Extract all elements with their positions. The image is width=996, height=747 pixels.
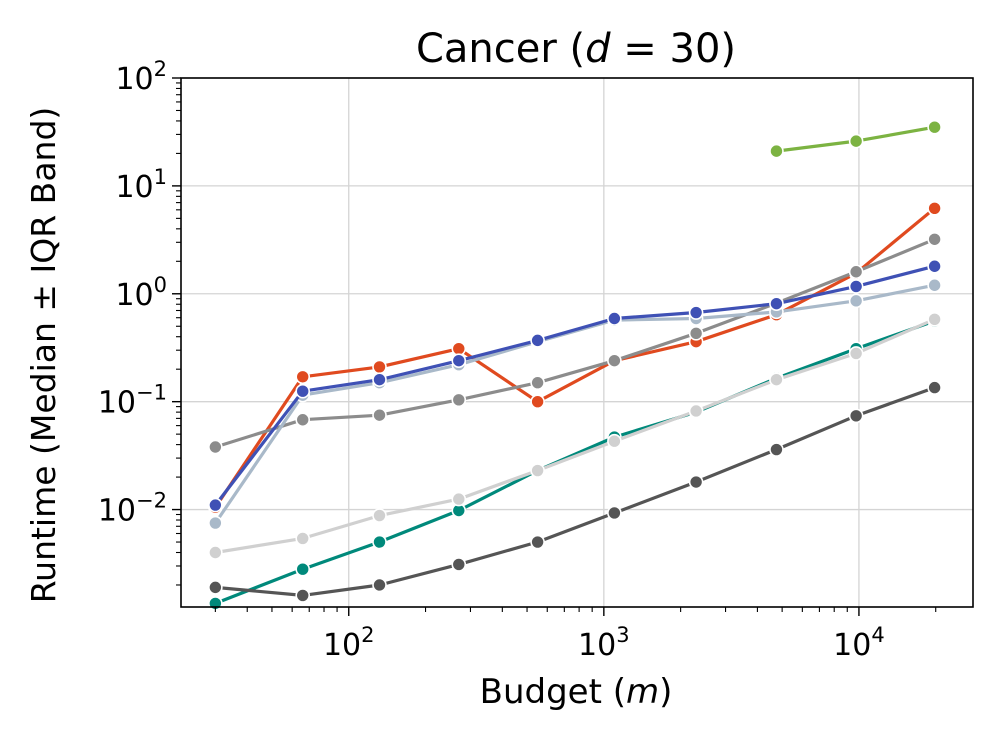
x-axis-label: Budget (m) (480, 672, 673, 712)
data-point-gray (530, 375, 545, 390)
y-axis-label: Runtime (Median ± IQR Band) (24, 107, 63, 604)
data-point-light-steel (848, 293, 864, 309)
data-point-light-gray (295, 531, 311, 546)
data-point-orange-red (372, 359, 387, 375)
data-point-indigo (451, 353, 467, 368)
data-point-dark-gray (372, 577, 387, 593)
data-point-gray (295, 412, 311, 428)
data-point-indigo (769, 296, 784, 311)
data-point-indigo (848, 279, 864, 294)
data-point-light-gray (530, 463, 545, 478)
data-point-gray (451, 392, 467, 408)
y-tick-label: 101 (115, 165, 167, 205)
data-point-indigo (688, 305, 704, 320)
y-tick-label: 100 (115, 273, 167, 313)
data-point-orange-red (927, 200, 942, 216)
x-tick-label: 103 (578, 623, 630, 663)
data-point-indigo (607, 311, 622, 326)
data-point-light-gray (848, 346, 864, 361)
y-axis: 10−2 10−1 100 101 102 (98, 57, 181, 586)
data-point-gray (607, 353, 622, 368)
series-line-gray (213, 237, 937, 449)
chart-title: Cancer (d = 30) (416, 26, 736, 72)
data-point-gray (208, 439, 223, 455)
data-point-orange-red (530, 394, 545, 409)
x-tick-label: 102 (323, 623, 375, 663)
x-axis: 102 103 104 (214, 607, 937, 663)
data-point-orange-red (451, 341, 467, 356)
series-layer (208, 119, 942, 611)
data-point-teal (295, 561, 311, 577)
data-point-dark-gray (208, 580, 223, 595)
data-point-gray (927, 231, 942, 247)
data-point-light-gray (769, 372, 784, 387)
series-green (769, 119, 942, 159)
data-point-gray (372, 407, 387, 423)
data-point-indigo (372, 372, 387, 387)
data-point-green (848, 133, 864, 149)
data-point-dark-gray (530, 534, 545, 550)
y-tick-label: 10−1 (98, 381, 167, 421)
data-point-light-gray (208, 545, 223, 560)
data-point-indigo (208, 497, 223, 513)
data-point-gray (688, 326, 704, 341)
data-point-dark-gray (607, 505, 622, 521)
series-light-gray (208, 312, 942, 560)
data-point-dark-gray (848, 408, 864, 424)
data-point-indigo (927, 258, 942, 274)
data-point-light-gray (607, 433, 622, 449)
data-point-teal (372, 534, 387, 550)
data-point-light-steel (927, 277, 942, 293)
series-line-indigo (213, 264, 937, 507)
data-point-green (927, 119, 942, 135)
data-point-light-steel (208, 515, 223, 531)
data-point-light-gray (451, 491, 467, 507)
data-point-dark-gray (688, 474, 704, 490)
data-point-dark-gray (769, 442, 784, 457)
data-point-gray (848, 264, 864, 280)
series-line-teal (213, 319, 937, 606)
y-tick-label: 102 (115, 57, 167, 97)
data-point-orange-red (295, 369, 311, 385)
data-point-green (769, 143, 784, 159)
data-point-light-gray (927, 312, 942, 327)
series-line-dark-gray (213, 386, 937, 598)
data-point-light-gray (372, 508, 387, 523)
series-indigo (208, 258, 942, 513)
data-point-dark-gray (451, 557, 467, 572)
plot-frame (180, 77, 974, 608)
series-dark-gray (208, 380, 942, 603)
y-tick-label: 10−2 (98, 489, 167, 529)
series-line-light-gray (213, 317, 937, 555)
data-point-light-gray (688, 403, 704, 419)
data-point-dark-gray (295, 588, 311, 603)
data-point-dark-gray (927, 380, 942, 395)
data-point-indigo (295, 383, 311, 399)
data-point-indigo (530, 333, 545, 348)
x-tick-label: 104 (833, 623, 885, 663)
